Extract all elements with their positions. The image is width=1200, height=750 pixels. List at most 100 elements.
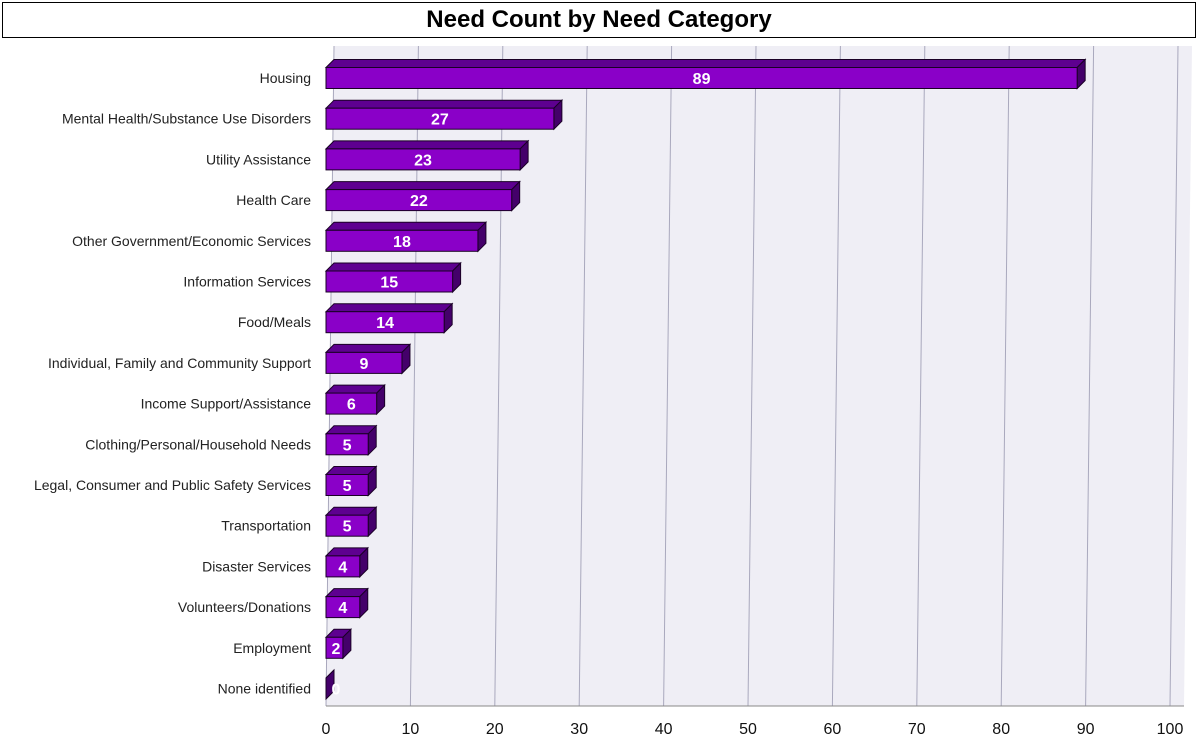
bar-front [325, 148, 521, 171]
category-labels: Housing Mental Health/Substance Use Disor… [34, 70, 311, 697]
value-label: 5 [343, 437, 352, 454]
value-label: 18 [393, 234, 411, 251]
bar [324, 343, 412, 375]
bar-front [325, 555, 361, 578]
category-label: Mental Health/Substance Use Disorders [62, 111, 311, 127]
category-label: Income Support/Assistance [141, 396, 312, 412]
bar [324, 465, 378, 497]
grid-line [1000, 45, 1010, 707]
x-tick-label: 30 [570, 721, 588, 738]
category-label: Utility Assistance [206, 151, 311, 167]
x-tick-label: 10 [402, 721, 420, 738]
bar-top [324, 221, 488, 231]
value-label: 2 [332, 641, 341, 658]
category-label: Transportation [221, 518, 311, 534]
x-tick-label: 70 [908, 721, 926, 738]
bar-top [324, 384, 386, 394]
value-label: 23 [414, 152, 432, 169]
bar [324, 180, 521, 212]
bar-top [324, 181, 521, 191]
bar [324, 302, 454, 334]
bar-front [325, 514, 369, 537]
grid-line [916, 45, 926, 707]
bar-front [325, 351, 403, 374]
category-label: Housing [260, 70, 311, 86]
bar-front [325, 392, 378, 415]
value-label: 5 [343, 519, 352, 536]
category-label: Information Services [183, 274, 311, 290]
bar [324, 221, 488, 253]
bar [324, 628, 353, 660]
value-label: 27 [431, 112, 449, 129]
bar [324, 587, 369, 619]
bar-front [325, 229, 479, 252]
x-tick-label: 90 [1077, 721, 1095, 738]
value-label: 4 [338, 559, 347, 576]
bar-top [324, 303, 454, 313]
bar-front [325, 433, 369, 456]
category-label: Legal, Consumer and Public Safety Servic… [34, 477, 311, 493]
value-label: 5 [343, 478, 352, 495]
bar-front [325, 311, 445, 334]
bar [325, 668, 335, 701]
x-tick-labels: 0 10 20 30 40 50 60 70 80 90 100 [322, 721, 1184, 738]
x-tick-label: 40 [655, 721, 673, 738]
category-label: Employment [233, 640, 311, 656]
grid-lines [325, 45, 1179, 707]
bar-front [325, 474, 369, 496]
bar [324, 261, 462, 294]
category-label: Volunteers/Donations [178, 599, 311, 615]
value-label: 14 [376, 315, 394, 332]
bar [324, 546, 369, 579]
bar-front [325, 107, 555, 130]
category-label: None identified [218, 681, 311, 697]
bar-top [324, 99, 564, 109]
bar-front [325, 189, 513, 212]
bar [324, 139, 530, 172]
bar-top [324, 140, 530, 150]
bar-top [324, 59, 1087, 68]
category-label: Clothing/Personal/Household Needs [85, 436, 311, 452]
x-tick-label: 50 [739, 721, 757, 738]
bar-side [325, 668, 335, 701]
x-tick-label: 80 [992, 721, 1010, 738]
bar [324, 98, 564, 131]
value-label: 15 [380, 275, 398, 292]
category-label: Individual, Family and Community Support [48, 355, 311, 371]
x-tick-label: 60 [824, 721, 842, 738]
category-label: Health Care [236, 192, 311, 208]
bar-front [325, 596, 361, 619]
plot-background [326, 46, 1192, 706]
value-label: 0 [332, 682, 341, 699]
bar-front [325, 636, 344, 659]
grid-line [1085, 45, 1095, 707]
bar-front [325, 270, 454, 293]
bar-top [324, 466, 378, 475]
bar-top [324, 262, 462, 272]
x-tick-label: 0 [322, 721, 331, 738]
x-tick-label: 100 [1157, 721, 1184, 738]
category-label: Disaster Services [202, 558, 311, 574]
category-label: Food/Meals [238, 314, 311, 330]
bar [324, 58, 1087, 90]
value-label: 9 [360, 356, 369, 373]
bar [324, 383, 386, 416]
bar-front [325, 67, 1078, 89]
bar-top [324, 425, 378, 435]
grid-line [663, 45, 673, 707]
value-label: 89 [693, 71, 711, 88]
grid-line [1169, 45, 1179, 707]
grid-line [831, 45, 841, 707]
category-label: Other Government/Economic Services [72, 233, 311, 249]
bars [324, 58, 1087, 701]
bar-top [324, 343, 412, 353]
value-label: 6 [347, 397, 356, 414]
chart-title: Need Count by Need Category [2, 2, 1196, 38]
bar-top [324, 506, 378, 516]
bar [324, 505, 378, 538]
value-label: 4 [338, 600, 347, 617]
grid-line [578, 45, 588, 707]
grid-line [747, 45, 757, 707]
bar [324, 424, 378, 457]
